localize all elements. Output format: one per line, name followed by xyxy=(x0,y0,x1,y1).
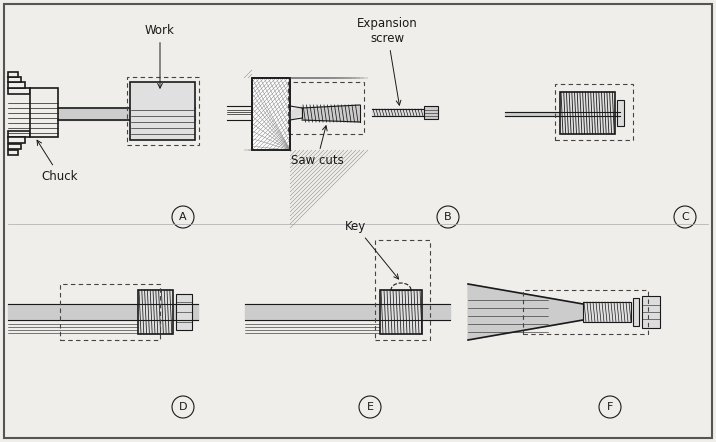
Bar xyxy=(633,298,639,326)
Bar xyxy=(30,88,58,137)
Bar xyxy=(555,84,633,140)
Bar xyxy=(617,100,624,126)
Polygon shape xyxy=(302,105,360,122)
Bar xyxy=(8,77,21,82)
Polygon shape xyxy=(372,109,424,116)
Text: C: C xyxy=(681,212,689,222)
Text: Key: Key xyxy=(345,220,399,279)
Text: Expansion
screw: Expansion screw xyxy=(357,17,417,105)
Text: B: B xyxy=(444,212,452,222)
Bar xyxy=(8,131,30,137)
Bar xyxy=(583,302,631,322)
Bar xyxy=(60,284,160,340)
Bar xyxy=(424,106,438,119)
Bar xyxy=(8,82,25,88)
Bar xyxy=(8,72,18,77)
Bar xyxy=(560,92,615,134)
Bar xyxy=(252,78,290,150)
Bar xyxy=(8,88,30,94)
Bar xyxy=(380,290,422,334)
Bar xyxy=(138,290,173,334)
Bar xyxy=(375,240,430,340)
Bar xyxy=(523,290,648,334)
Bar xyxy=(176,294,192,330)
Text: Chuck: Chuck xyxy=(37,140,78,183)
Text: Work: Work xyxy=(145,24,175,88)
Bar xyxy=(288,82,364,134)
Text: D: D xyxy=(179,402,188,412)
Text: A: A xyxy=(179,212,187,222)
Bar xyxy=(8,150,18,155)
Text: E: E xyxy=(367,402,374,412)
Polygon shape xyxy=(290,106,302,120)
Polygon shape xyxy=(468,284,583,340)
Text: Saw cuts: Saw cuts xyxy=(291,126,344,167)
Bar xyxy=(252,78,290,150)
Bar xyxy=(8,137,25,143)
Text: F: F xyxy=(607,402,613,412)
Bar xyxy=(130,82,195,140)
Bar xyxy=(8,144,21,149)
Bar xyxy=(127,77,199,145)
Bar xyxy=(642,296,660,328)
